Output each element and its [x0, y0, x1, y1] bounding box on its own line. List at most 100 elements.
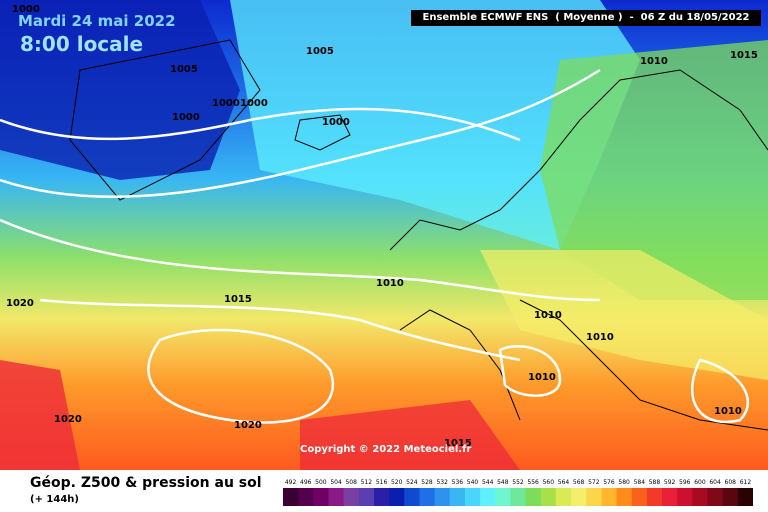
- scale-value: 508: [345, 479, 357, 486]
- scale-value: 528: [421, 479, 433, 486]
- scale-value: 552: [512, 479, 524, 486]
- legend-forecast-range: (+ 144h): [30, 494, 79, 505]
- scale-swatch: [495, 488, 511, 506]
- scale-swatch: [434, 488, 451, 506]
- scale-value: 608: [725, 479, 737, 486]
- scale-value: 512: [361, 479, 373, 486]
- isobar-label: 1020: [6, 298, 34, 309]
- isobar-1020-oval: [147, 328, 335, 424]
- scale-value: 564: [558, 479, 570, 486]
- scale-value: 576: [603, 479, 615, 486]
- isobar-label: 1010: [376, 278, 404, 289]
- scale-value: 548: [497, 479, 509, 486]
- isobar-label: 1000: [322, 117, 350, 128]
- scale-swatch: [540, 488, 557, 506]
- yellow-zone: [480, 250, 768, 380]
- isobar-label: 1010: [640, 56, 668, 67]
- green-zone: [540, 40, 768, 300]
- isobar-label: 1005: [306, 46, 334, 57]
- scale-swatch: [419, 488, 436, 506]
- scale-swatch: [298, 488, 314, 506]
- scale-swatch: [358, 488, 375, 506]
- scale-value: 520: [391, 479, 403, 486]
- scale-value: 584: [634, 479, 646, 486]
- isobar-1010-east: [690, 358, 750, 424]
- scale-value: 536: [452, 479, 464, 486]
- scale-value: 612: [740, 479, 752, 486]
- scale-value: 540: [467, 479, 479, 486]
- scale-swatch: [343, 488, 360, 506]
- scale-value: 572: [588, 479, 600, 486]
- scale-value: 532: [436, 479, 448, 486]
- red-zone-south: [300, 400, 520, 470]
- scale-swatch: [313, 488, 329, 506]
- scale-swatch: [480, 488, 496, 506]
- scale-swatch: [510, 488, 527, 506]
- isobar-label: 1000: [212, 98, 240, 109]
- scale-value: 544: [482, 479, 494, 486]
- isobar-label: 1005: [170, 64, 198, 75]
- isobar-1000: [0, 107, 521, 142]
- scale-swatch: [373, 488, 390, 506]
- scale-swatch: [677, 488, 693, 506]
- isobar-label: 1010: [534, 310, 562, 321]
- isobar-label: 1010: [528, 372, 556, 383]
- forecast-local-time: 8:00 locale: [20, 32, 144, 56]
- scale-swatch: [646, 488, 663, 506]
- isobar-label: 1015: [224, 294, 252, 305]
- isobar-label: 1010: [586, 332, 614, 343]
- red-zone-west: [0, 360, 80, 470]
- scale-swatch: [404, 488, 420, 506]
- scale-swatch: [631, 488, 648, 506]
- greenland: [69, 39, 261, 201]
- scale-swatch: [586, 488, 602, 506]
- scale-swatch: [707, 488, 724, 506]
- scale-value: 500: [315, 479, 327, 486]
- scale-swatch: [571, 488, 587, 506]
- scale-swatch: [722, 488, 739, 506]
- scale-value: 588: [649, 479, 661, 486]
- scale-swatch: [525, 488, 542, 506]
- isobar-label: 1000: [240, 98, 268, 109]
- scale-swatch: [389, 488, 405, 506]
- scale-swatch: [283, 488, 299, 506]
- scale-swatch: [662, 488, 678, 506]
- scale-swatch: [616, 488, 633, 506]
- iceland: [294, 114, 351, 151]
- scale-swatch: [692, 488, 709, 506]
- isobar-label: 1000: [172, 112, 200, 123]
- scale-value: 504: [330, 479, 342, 486]
- scale-value: 604: [709, 479, 721, 486]
- isobar-1015: [39, 298, 521, 362]
- isobar-1010-small: [498, 345, 562, 397]
- scale-value: 556: [527, 479, 539, 486]
- isobar-label: 1020: [234, 420, 262, 431]
- scale-value: 592: [664, 479, 676, 486]
- scale-swatch: [555, 488, 572, 506]
- scale-swatch: [449, 488, 466, 506]
- isobar-1005: [0, 68, 601, 199]
- isobar-label: 1015: [444, 438, 472, 449]
- isobar-1010: [0, 218, 601, 302]
- isobar-label: 1020: [54, 414, 82, 425]
- scale-value: 492: [285, 479, 297, 486]
- copyright-notice: Copyright © 2022 Meteociel.fr: [300, 444, 472, 455]
- isobar-label: 1000: [12, 4, 40, 15]
- cyan-zone: [230, 0, 640, 250]
- scale-swatch: [464, 488, 481, 506]
- scale-swatch: [328, 488, 345, 506]
- color-scale-legend: 492 496 500 504 508 512 516 520 524 528 532 536 540 5…: [283, 479, 753, 506]
- forecast-date: Mardi 24 mai 2022: [18, 12, 176, 30]
- isobar-label: 1015: [730, 50, 758, 61]
- isobar-label: 1010: [714, 406, 742, 417]
- scale-value: 568: [573, 479, 585, 486]
- model-run-banner: Ensemble ECMWF ENS ( Moyenne ) - 06 Z du…: [411, 10, 761, 26]
- scale-value: 560: [543, 479, 555, 486]
- scale-value: 524: [406, 479, 418, 486]
- scale-value: 516: [376, 479, 388, 486]
- scale-swatch: [601, 488, 618, 506]
- scale-value: 580: [618, 479, 630, 486]
